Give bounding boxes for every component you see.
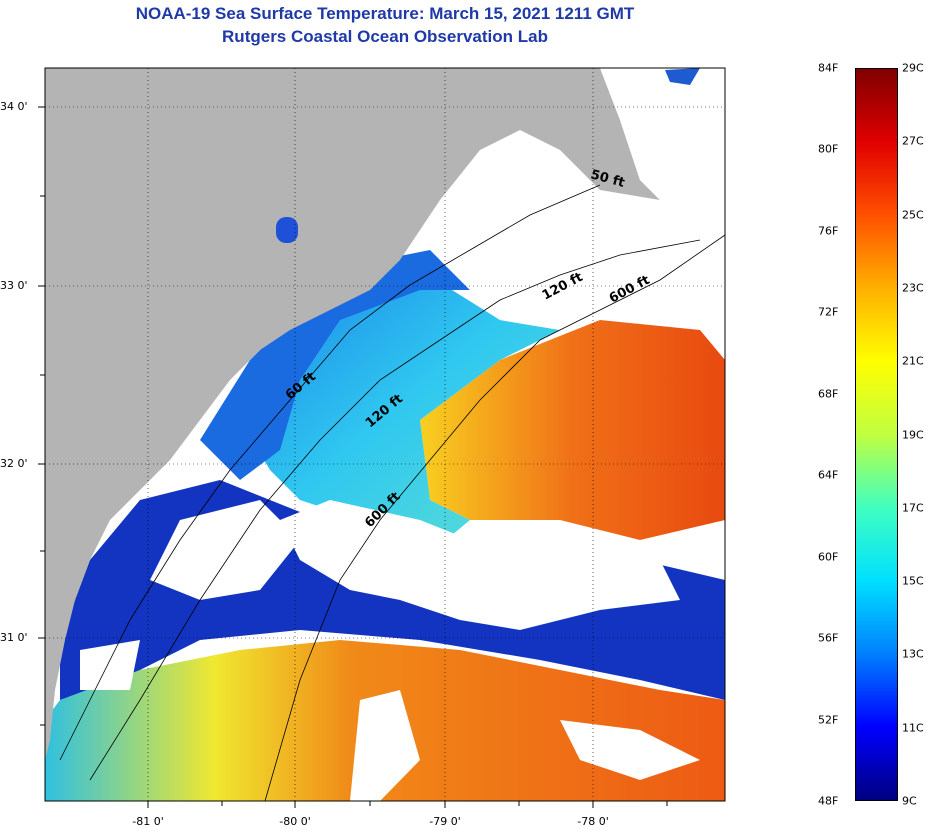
colorbar-f-label: 52F bbox=[818, 713, 839, 727]
colorbar-f-label: 84F bbox=[818, 61, 839, 75]
temperature-colorbar bbox=[855, 68, 898, 801]
colorbar-c-label: 21C bbox=[902, 354, 924, 368]
land-mass bbox=[45, 68, 660, 760]
colorbar-f-label: 56F bbox=[818, 631, 839, 645]
axis-ticks bbox=[38, 106, 668, 808]
lat-label-32: 32 0' bbox=[0, 457, 28, 470]
colorbar-c-label: 23C bbox=[902, 281, 924, 295]
colorbar-f-label: 64F bbox=[818, 468, 839, 482]
colorbar-c-label: 25C bbox=[902, 208, 924, 222]
map-subtitle: Rutgers Coastal Ocean Observation Lab bbox=[222, 27, 548, 46]
colorbar-c-label: 17C bbox=[902, 501, 924, 515]
colorbar-f-label: 80F bbox=[818, 142, 839, 156]
lon-label-80: -80 0' bbox=[279, 815, 311, 828]
colorbar-c-label: 9C bbox=[902, 794, 917, 808]
colorbar-f-label: 76F bbox=[818, 224, 839, 238]
river-feature bbox=[665, 68, 700, 85]
colorbar-f-label: 48F bbox=[818, 794, 839, 808]
lake-marion bbox=[276, 217, 298, 243]
lon-label-79: -79 0' bbox=[429, 815, 461, 828]
lat-label-34: 34 0' bbox=[0, 100, 28, 113]
map-frame bbox=[44, 67, 726, 802]
colorbar-c-label: 13C bbox=[902, 647, 924, 661]
cloud-over-land bbox=[600, 68, 725, 200]
lon-label-78: -78 0' bbox=[577, 815, 609, 828]
nearshore-water-north bbox=[200, 250, 470, 480]
map-title: NOAA-19 Sea Surface Temperature: March 1… bbox=[135, 4, 635, 23]
colorbar-c-label: 19C bbox=[902, 428, 924, 441]
colorbar-f-label: 68F bbox=[818, 387, 839, 401]
lat-label-31: 31 0' bbox=[0, 631, 28, 644]
gulf-stream-region bbox=[420, 320, 725, 540]
colorbar-c-label: 29C bbox=[902, 61, 924, 75]
colorbar-c-label: 11C bbox=[902, 721, 924, 735]
colorbar-f-label: 72F bbox=[818, 305, 839, 319]
depth-contours bbox=[59, 184, 725, 801]
colorbar-f-label: 60F bbox=[818, 550, 839, 564]
lat-label-33: 33 0' bbox=[0, 279, 28, 292]
colorbar-c-label: 15C bbox=[902, 574, 924, 588]
coordinate-grid bbox=[45, 68, 725, 801]
colorbar-c-label: 27C bbox=[902, 134, 924, 148]
lon-label-81: -81 0' bbox=[132, 815, 164, 828]
